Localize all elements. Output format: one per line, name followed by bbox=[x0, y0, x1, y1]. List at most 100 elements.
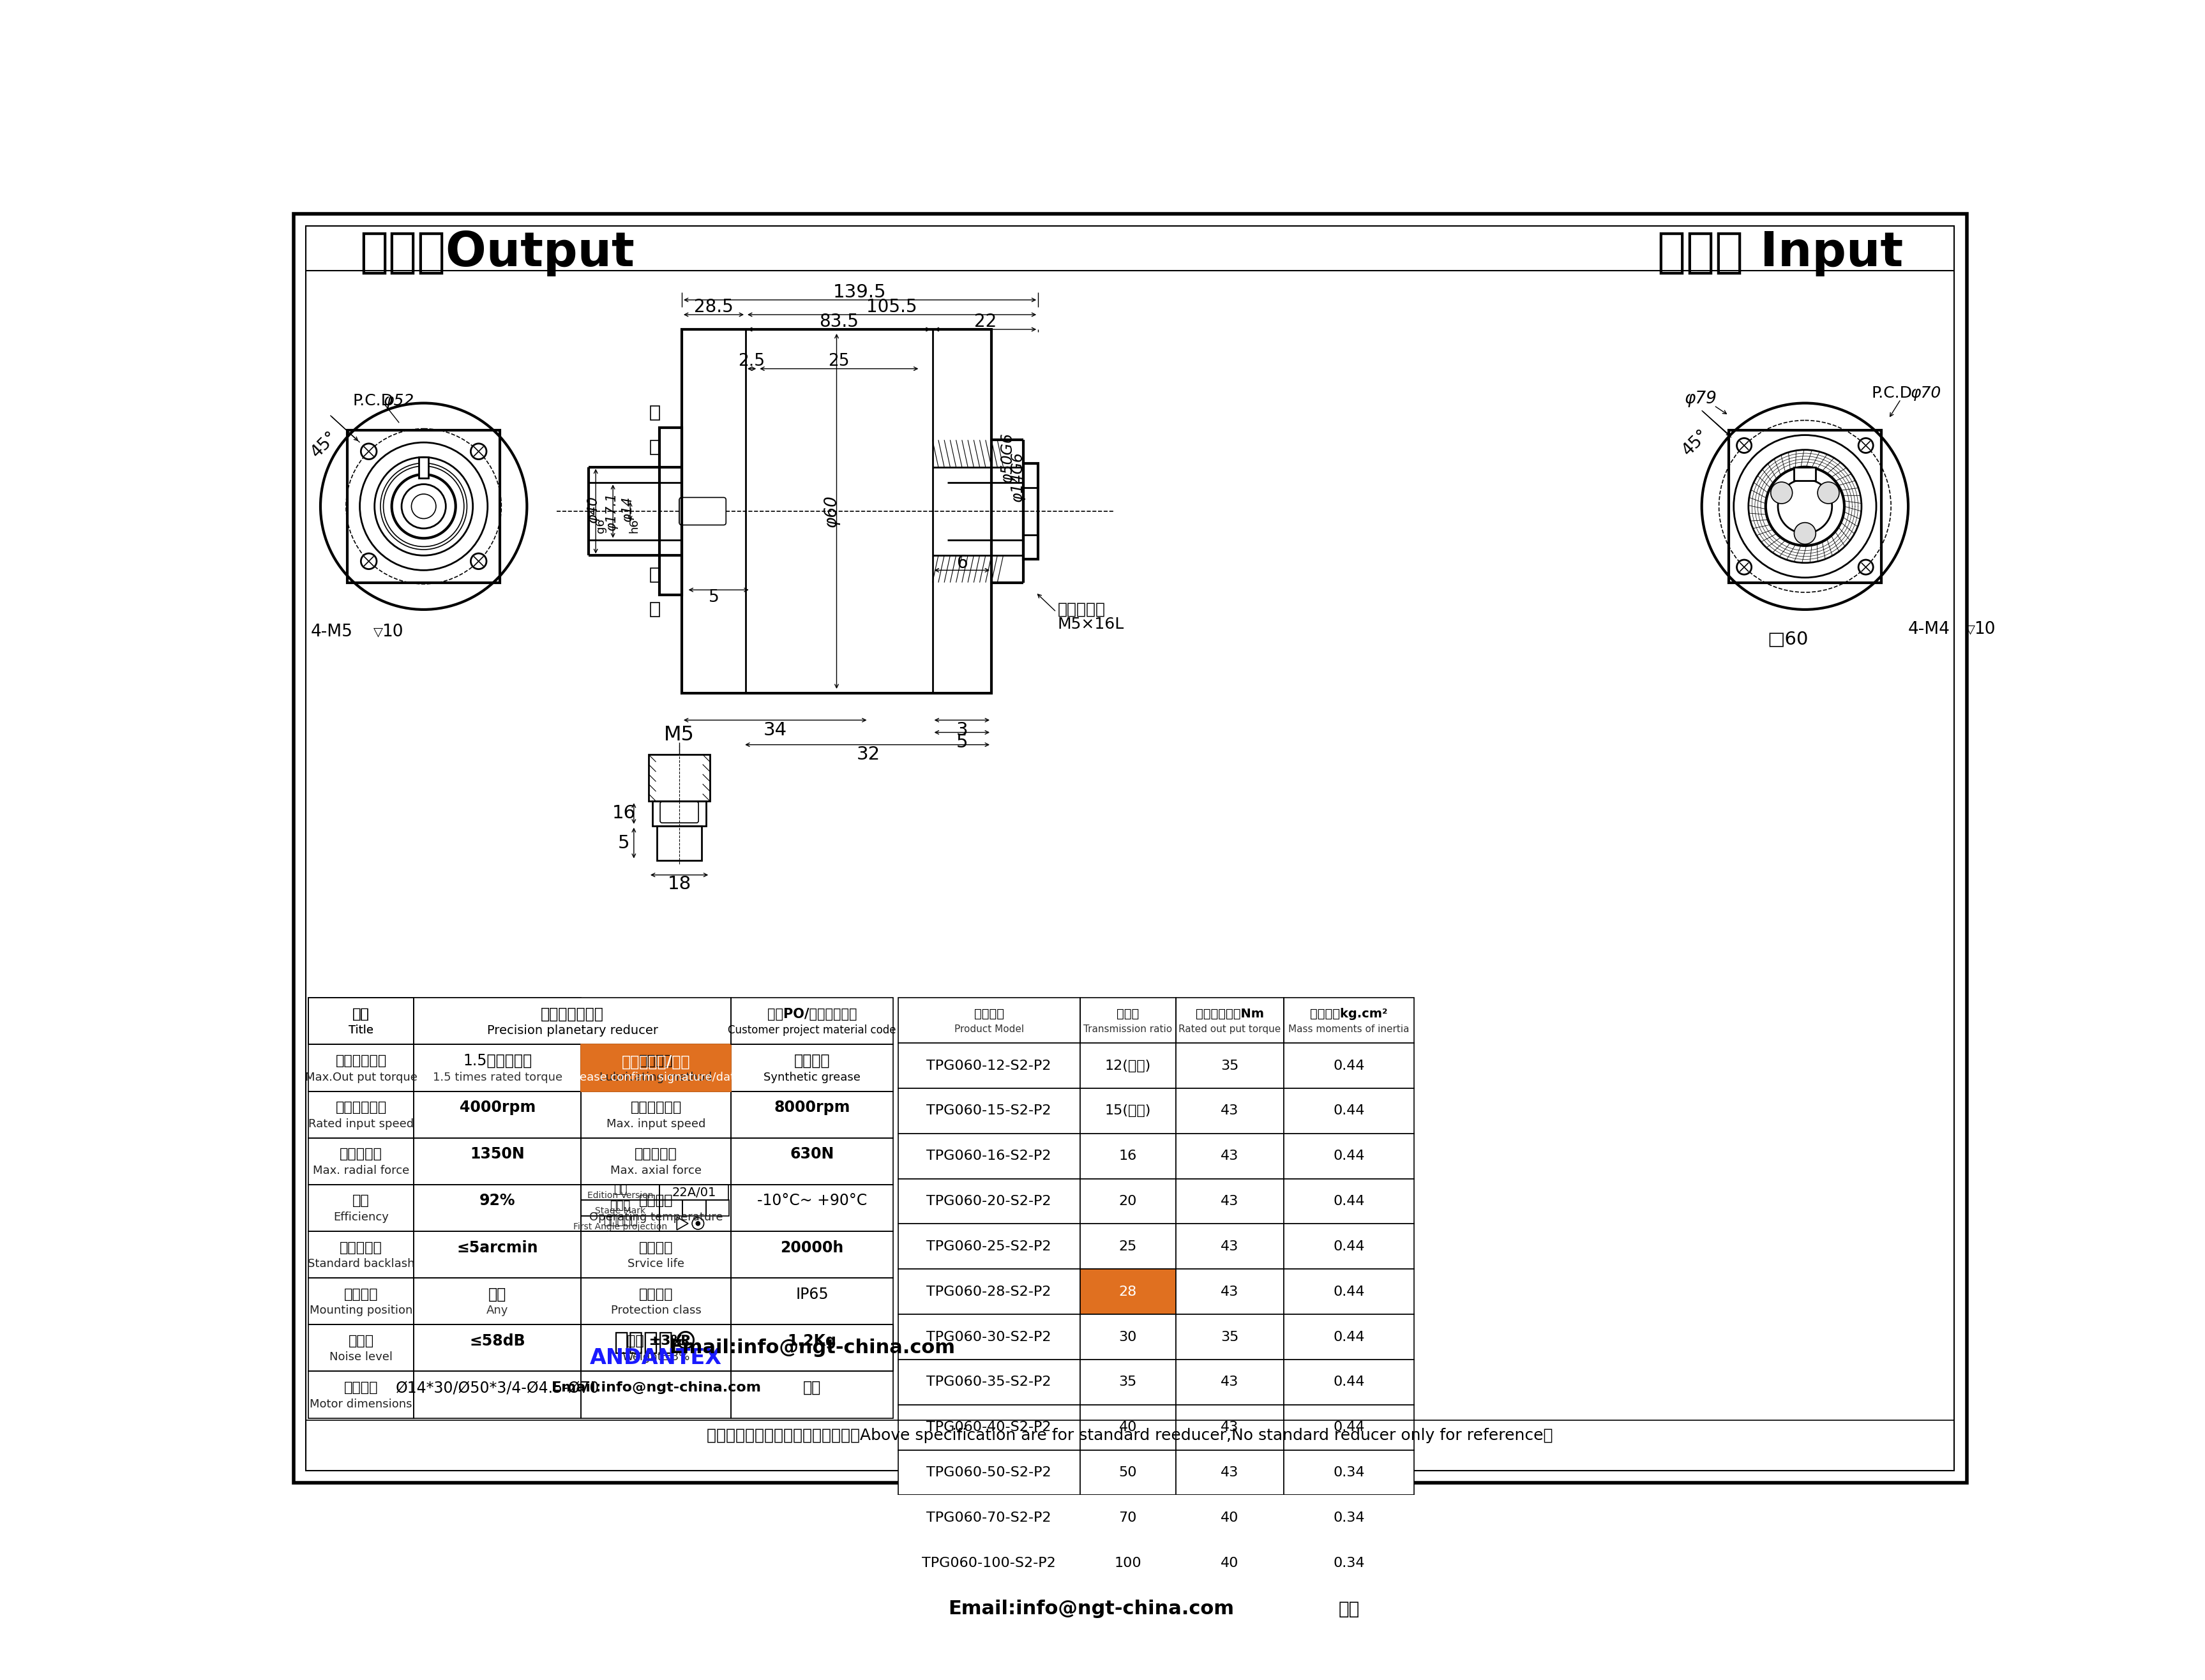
Bar bbox=[348, 430, 501, 583]
FancyBboxPatch shape bbox=[679, 497, 725, 524]
Bar bbox=[1283, 1043, 1413, 1089]
Text: 最大输出扭矩: 最大输出扭矩 bbox=[335, 1055, 386, 1067]
Bar bbox=[415, 998, 730, 1045]
Text: TPG060-35-S2-P2: TPG060-35-S2-P2 bbox=[926, 1376, 1052, 1389]
Bar bbox=[650, 568, 659, 581]
Bar bbox=[580, 1092, 730, 1137]
Text: φ50G6: φ50G6 bbox=[999, 432, 1014, 482]
Text: Mass moments of inertia: Mass moments of inertia bbox=[1288, 1025, 1409, 1035]
Bar bbox=[1080, 1134, 1175, 1179]
Bar bbox=[659, 1200, 684, 1216]
Text: Synthetic grease: Synthetic grease bbox=[763, 1072, 860, 1084]
Bar bbox=[1283, 1225, 1413, 1268]
Bar bbox=[650, 407, 659, 420]
Text: 传动惯量kg.cm²: 传动惯量kg.cm² bbox=[1310, 1008, 1387, 1020]
Text: 15(次选): 15(次选) bbox=[1105, 1104, 1151, 1117]
Text: Customer project material code: Customer project material code bbox=[728, 1025, 895, 1037]
Bar bbox=[730, 1137, 893, 1184]
Text: 输出端Output: 输出端Output bbox=[359, 230, 635, 277]
Text: h6: h6 bbox=[628, 519, 639, 533]
Bar bbox=[684, 1200, 706, 1216]
Bar bbox=[897, 1268, 1080, 1314]
Text: Product Model: Product Model bbox=[955, 1025, 1023, 1035]
Bar bbox=[580, 1278, 730, 1324]
Bar bbox=[1175, 1089, 1283, 1134]
Text: Title: Title bbox=[348, 1025, 373, 1037]
Text: 630N: 630N bbox=[789, 1146, 833, 1163]
Text: 12(次选): 12(次选) bbox=[1105, 1060, 1151, 1072]
Text: 备注: 备注 bbox=[1338, 1599, 1360, 1618]
Bar bbox=[309, 1324, 415, 1371]
Text: 0.44: 0.44 bbox=[1334, 1149, 1365, 1163]
Text: 长效润滑: 长效润滑 bbox=[794, 1053, 829, 1068]
Bar bbox=[309, 1137, 415, 1184]
Text: Please confirm signature/date: Please confirm signature/date bbox=[569, 1072, 743, 1084]
Text: Ø14*30/Ø50*3/4-Ø4.5-Ø70: Ø14*30/Ø50*3/4-Ø4.5-Ø70 bbox=[395, 1379, 600, 1396]
Text: 2.5: 2.5 bbox=[739, 353, 765, 370]
Text: 0.44: 0.44 bbox=[1334, 1376, 1365, 1389]
Bar bbox=[580, 1231, 730, 1278]
Text: 28.5: 28.5 bbox=[695, 299, 734, 316]
Text: 35: 35 bbox=[1118, 1376, 1138, 1389]
Circle shape bbox=[1771, 482, 1793, 504]
Text: Lubricating method: Lubricating method bbox=[600, 1072, 712, 1084]
Bar bbox=[415, 1371, 580, 1418]
Bar bbox=[580, 1371, 730, 1418]
Text: Max. radial force: Max. radial force bbox=[313, 1164, 410, 1176]
Bar bbox=[415, 1092, 580, 1137]
Text: 电机尺寸: 电机尺寸 bbox=[344, 1381, 377, 1394]
Bar bbox=[730, 1092, 893, 1137]
Bar bbox=[1283, 1359, 1413, 1404]
Bar bbox=[897, 1404, 1080, 1450]
Text: 20000h: 20000h bbox=[781, 1240, 845, 1255]
Bar bbox=[897, 1225, 1080, 1268]
Bar bbox=[1729, 430, 1881, 583]
Text: -10°C~ +90°C: -10°C~ +90°C bbox=[756, 1193, 867, 1208]
Text: 4-M5: 4-M5 bbox=[311, 623, 353, 640]
Bar bbox=[897, 1586, 1283, 1633]
Text: TPG060-50-S2-P2: TPG060-50-S2-P2 bbox=[926, 1467, 1052, 1478]
Circle shape bbox=[1859, 559, 1874, 575]
Bar bbox=[659, 1184, 728, 1200]
Bar bbox=[1080, 1268, 1175, 1314]
Text: 83.5: 83.5 bbox=[820, 312, 858, 331]
Bar bbox=[679, 501, 725, 522]
Text: 名称: 名称 bbox=[353, 1008, 370, 1020]
Bar bbox=[1080, 1359, 1175, 1404]
Text: 产品型号: 产品型号 bbox=[975, 1008, 1003, 1020]
Bar bbox=[1175, 1450, 1283, 1495]
Bar bbox=[730, 1371, 893, 1418]
Bar bbox=[415, 1231, 580, 1278]
Text: Precision planetary reducer: Precision planetary reducer bbox=[487, 1025, 657, 1037]
Text: 0.44: 0.44 bbox=[1334, 1331, 1365, 1344]
Text: Standard backlash: Standard backlash bbox=[306, 1258, 415, 1270]
Bar bbox=[1283, 1495, 1413, 1541]
Text: 0.44: 0.44 bbox=[1334, 1240, 1365, 1253]
Text: 额定输入转速: 额定输入转速 bbox=[335, 1100, 386, 1114]
Bar bbox=[1283, 998, 1413, 1043]
Bar bbox=[1080, 1450, 1175, 1495]
Circle shape bbox=[695, 1221, 701, 1226]
Text: 16: 16 bbox=[613, 805, 635, 823]
Bar bbox=[897, 1359, 1080, 1404]
Text: Operating temperature: Operating temperature bbox=[589, 1211, 723, 1223]
Text: 额定输出扭矩Nm: 额定输出扭矩Nm bbox=[1195, 1008, 1263, 1020]
Bar bbox=[1175, 1314, 1283, 1359]
Text: Email:info@ngt-china.com: Email:info@ngt-china.com bbox=[668, 1339, 955, 1357]
Circle shape bbox=[470, 553, 487, 570]
Text: 最大输入转速: 最大输入转速 bbox=[631, 1100, 681, 1114]
Text: 16: 16 bbox=[1118, 1149, 1138, 1163]
Text: φ14G6: φ14G6 bbox=[1010, 452, 1025, 502]
Text: Rated input speed: Rated input speed bbox=[309, 1119, 415, 1129]
Bar bbox=[580, 1184, 730, 1231]
Text: TPG060-16-S2-P2: TPG060-16-S2-P2 bbox=[926, 1149, 1052, 1163]
Circle shape bbox=[1817, 482, 1839, 504]
Text: 恩坦斯特®: 恩坦斯特® bbox=[613, 1331, 699, 1354]
Text: φ40: φ40 bbox=[587, 496, 600, 522]
Bar bbox=[1283, 1134, 1413, 1179]
Bar bbox=[730, 1045, 893, 1092]
Text: 28: 28 bbox=[1118, 1285, 1138, 1299]
Text: 20: 20 bbox=[1118, 1194, 1138, 1208]
Text: 版本: 版本 bbox=[613, 1184, 626, 1196]
Text: Max. input speed: Max. input speed bbox=[606, 1119, 706, 1129]
